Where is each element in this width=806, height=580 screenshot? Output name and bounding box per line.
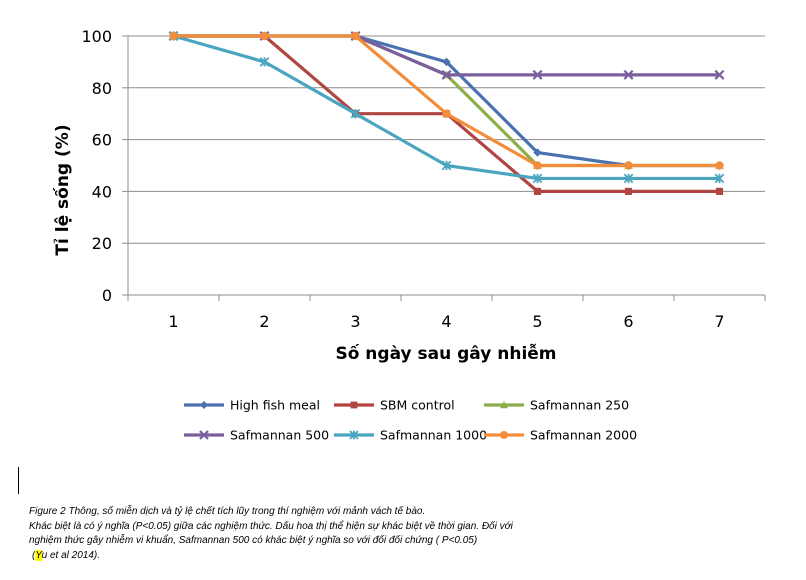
data-point: [442, 109, 451, 118]
caption-line-4: (Yu et al 2014).: [32, 549, 101, 561]
y-tick-label: 40: [92, 182, 112, 201]
data-point: [715, 187, 724, 195]
series-high-fish-meal: [169, 31, 724, 170]
series-safmannan-1000: [168, 31, 725, 184]
data-point: [350, 401, 358, 409]
legend-label: SBM control: [380, 398, 455, 413]
data-point: [169, 31, 178, 41]
data-point: [623, 69, 634, 80]
legend-entry: Safmannan 2000: [484, 428, 637, 443]
series-line: [173, 34, 720, 168]
y-tick-label: 100: [81, 27, 112, 46]
data-point: [533, 161, 542, 170]
caption-line-3: nghiệm thức gây nhiễm vi khuẩn, Safmanna…: [29, 535, 478, 546]
figure-caption: Figure 2 Thông, số miễn dịch và tỷ lệ ch…: [29, 505, 729, 563]
data-point: [624, 161, 633, 170]
axes: [122, 35, 766, 301]
x-tick-label: 3: [350, 312, 360, 331]
x-tick-label: 7: [714, 312, 724, 331]
data-point: [441, 69, 452, 80]
y-tick-label: 0: [102, 286, 112, 305]
data-point: [200, 401, 208, 409]
data-point: [441, 160, 452, 171]
legend-entry: SBM control: [334, 398, 455, 413]
data-point: [714, 69, 725, 80]
series-line: [173, 34, 720, 77]
data-point: [532, 69, 543, 80]
x-tick-labels: 1 2 3 4 5 6 7: [168, 312, 724, 331]
caption-line-2: Khác biệt là có ý nghĩa (P<0.05) giữa cá…: [29, 520, 513, 532]
data-point: [715, 161, 724, 170]
data-point: [624, 187, 633, 195]
legend-label: Safmannan 250: [530, 398, 629, 413]
survival-chart: 0 20 40 60 80 100 1 2 3 4 5 6 7 Số ngày sau gây nhi…: [52, 27, 766, 443]
legend-entry: Safmannan 250: [484, 398, 629, 413]
x-axis-label: Số ngày sau gây nhiễm: [335, 342, 556, 364]
data-point: [623, 173, 634, 184]
x-tick-label: 5: [532, 312, 542, 331]
caption-line-1: Figure 2 Thông, số miễn dịch và tỷ lệ ch…: [29, 506, 426, 517]
series-lines: [168, 31, 725, 195]
data-point: [532, 173, 543, 184]
y-tick-label: 60: [92, 131, 112, 150]
data-point: [533, 187, 542, 195]
data-point: [533, 148, 542, 157]
data-point: [260, 31, 269, 41]
gridlines: [128, 35, 765, 244]
legend-label: Safmannan 500: [230, 428, 329, 443]
x-tick-label: 2: [259, 312, 269, 331]
x-tick-label: 1: [168, 312, 178, 331]
y-tick-label: 20: [92, 234, 112, 253]
series-line: [173, 34, 720, 168]
data-point: [714, 173, 725, 184]
y-axis-label: Tỉ lệ sống (%): [52, 124, 73, 255]
data-point: [351, 31, 360, 41]
legend-label: Safmannan 2000: [530, 428, 637, 443]
data-point: [442, 57, 451, 67]
caption-highlight: Y: [35, 549, 42, 561]
series-safmannan-250: [169, 31, 724, 169]
data-point: [500, 431, 508, 439]
y-tick-label: 80: [92, 79, 112, 98]
data-point: [500, 401, 508, 409]
data-point: [199, 430, 209, 440]
data-point: [349, 430, 359, 440]
text-cursor: [18, 467, 19, 494]
data-point: [259, 57, 270, 67]
x-tick-label: 6: [623, 312, 633, 331]
series-safmannan-2000: [169, 31, 724, 170]
legend: High fish meal SBM control Safmannan 250 Sa…: [184, 398, 637, 443]
caption-line-4-rest: u et al 2014).: [41, 549, 101, 561]
legend-entry: Safmannan 1000: [334, 428, 487, 443]
series-line: [173, 34, 720, 168]
legend-label: High fish meal: [230, 398, 320, 413]
legend-entry: Safmannan 500: [184, 428, 329, 443]
y-tick-labels: 0 20 40 60 80 100: [81, 27, 112, 305]
legend-label: Safmannan 1000: [380, 428, 487, 443]
x-tick-label: 4: [441, 312, 451, 331]
series-line: [173, 34, 720, 181]
legend-entry: High fish meal: [184, 398, 320, 413]
data-point: [350, 108, 361, 119]
